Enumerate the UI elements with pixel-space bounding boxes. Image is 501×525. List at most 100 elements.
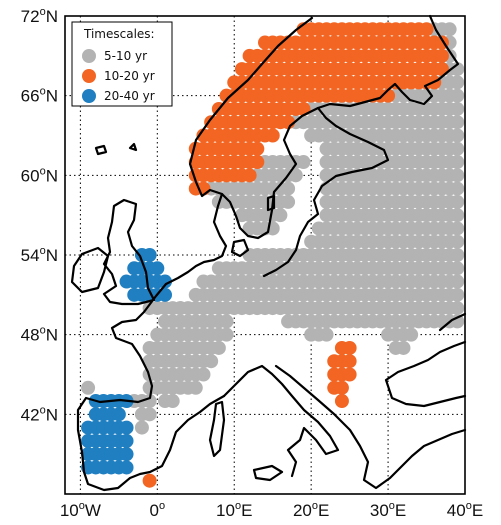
coast-ireland xyxy=(70,246,110,294)
coast-scandinavia xyxy=(188,14,460,240)
gray-dot xyxy=(142,407,157,422)
gray-dot xyxy=(142,394,157,409)
gray-dot xyxy=(450,155,465,170)
orange-dot xyxy=(342,367,357,382)
gray-dot xyxy=(450,75,465,90)
orange-dot xyxy=(434,48,449,63)
coast-black-sea xyxy=(384,340,467,408)
gray-dot xyxy=(450,208,465,223)
gray-dot xyxy=(281,181,296,196)
coast-baltic-east xyxy=(262,106,390,278)
map-frame-border xyxy=(64,15,466,495)
orange-dot xyxy=(242,168,257,183)
gray-dot xyxy=(450,101,465,116)
coast-sicily xyxy=(252,464,284,482)
orange-dot xyxy=(419,22,434,37)
lon-label: 0o xyxy=(150,500,166,520)
coast-atlantic xyxy=(76,282,226,492)
lon-label: 10oW xyxy=(60,500,101,520)
coast-denmark xyxy=(164,192,228,286)
gray-dot xyxy=(173,301,188,316)
coast-gotland xyxy=(266,194,276,212)
gray-dot xyxy=(450,274,465,289)
gray-dot xyxy=(273,208,288,223)
gray-dot xyxy=(188,380,203,395)
lat-label: 54oN xyxy=(21,245,58,265)
gray-dot xyxy=(204,354,219,369)
legend-dot-10-20 xyxy=(82,69,96,83)
blue-dot xyxy=(111,407,126,422)
orange-dot xyxy=(142,473,157,488)
legend-label-5-10: 5-10 yr xyxy=(104,49,147,63)
gray-dot xyxy=(450,115,465,130)
legend-dot-20-40 xyxy=(82,89,96,103)
lon-label: 40oE xyxy=(447,500,483,520)
gray-dot xyxy=(81,380,96,395)
gray-dot xyxy=(450,234,465,249)
gray-dot xyxy=(404,327,419,342)
legend-label-10-20: 10-20 yr xyxy=(104,69,155,83)
orange-dot xyxy=(334,380,349,395)
lat-label: 66oN xyxy=(21,86,58,106)
gray-dot xyxy=(450,261,465,276)
orange-dot xyxy=(265,128,280,143)
blue-dot xyxy=(119,460,134,475)
gray-dot xyxy=(450,181,465,196)
blue-dot xyxy=(119,447,134,462)
legend: Timescales: 5-10 yr 10-20 yr 20-40 yr xyxy=(71,21,173,107)
blue-dot xyxy=(119,433,134,448)
gray-dot xyxy=(134,420,149,435)
orange-dot xyxy=(334,394,349,409)
gray-dot xyxy=(219,314,234,329)
gray-dot xyxy=(450,88,465,103)
gray-dot xyxy=(450,287,465,302)
coast-east-edge xyxy=(438,312,467,332)
gray-dot xyxy=(281,194,296,209)
lat-label: 72oN xyxy=(21,6,58,26)
gray-dot xyxy=(450,141,465,156)
lon-label: 10oE xyxy=(216,500,252,520)
gray-dot xyxy=(319,327,334,342)
gray-dot xyxy=(165,394,180,409)
orange-dot xyxy=(342,340,357,355)
coast-small-islands xyxy=(94,142,138,156)
coast-mediterranean xyxy=(222,364,340,478)
blue-dot xyxy=(119,420,134,435)
gray-dot xyxy=(450,128,465,143)
gray-dot xyxy=(396,340,411,355)
data-dots xyxy=(81,22,465,488)
blue-dot xyxy=(150,261,165,276)
gray-dot xyxy=(450,301,465,316)
longitude-labels: 10oW 0o 10oE 20oE 30oE 40oE xyxy=(60,500,483,520)
lat-label: 42oN xyxy=(21,404,58,424)
orange-dot xyxy=(250,141,265,156)
blue-dot xyxy=(158,287,172,302)
gray-dot xyxy=(296,155,311,170)
coast-zealand xyxy=(230,238,250,258)
gray-dot xyxy=(450,248,465,262)
lat-label: 60oN xyxy=(21,165,58,185)
lon-label: 20oE xyxy=(293,500,329,520)
gray-dot xyxy=(442,22,457,37)
gray-dot xyxy=(196,367,211,382)
gray-dot xyxy=(288,168,303,183)
gray-dot xyxy=(450,221,465,236)
gray-dot xyxy=(450,168,465,183)
coast-balkans xyxy=(274,364,467,490)
legend-label-20-40: 20-40 yr xyxy=(104,89,155,103)
gray-dot xyxy=(450,314,465,329)
lon-label: 30oE xyxy=(370,500,406,520)
lat-label: 48oN xyxy=(21,325,58,345)
coast-corsica-sardinia xyxy=(208,400,226,458)
coastlines xyxy=(70,14,467,492)
legend-dot-5-10 xyxy=(82,49,96,63)
gray-dot xyxy=(219,327,234,342)
blue-dot xyxy=(142,248,157,262)
gray-dot xyxy=(450,194,465,209)
latitude-labels: 72oN 66oN 60oN 54oN 48oN 42oN xyxy=(21,6,58,424)
legend-title: Timescales: xyxy=(83,27,155,41)
orange-dot xyxy=(342,354,357,369)
gray-dot xyxy=(450,62,465,77)
